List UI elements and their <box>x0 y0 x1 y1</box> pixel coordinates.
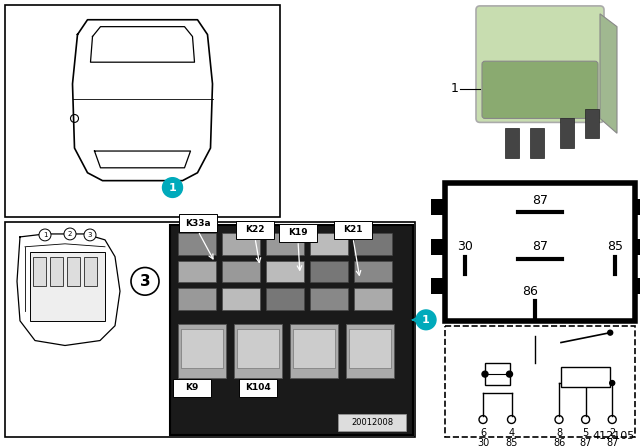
Bar <box>266 233 304 254</box>
Bar <box>293 329 335 368</box>
Bar <box>5 5 280 217</box>
Bar <box>222 288 260 310</box>
Bar <box>338 414 406 431</box>
Bar <box>560 118 574 148</box>
FancyBboxPatch shape <box>179 214 217 232</box>
Bar <box>290 324 338 378</box>
Bar <box>349 329 391 368</box>
Bar <box>50 257 63 286</box>
Bar <box>485 363 509 385</box>
Text: 86: 86 <box>522 284 538 298</box>
Bar <box>346 324 394 378</box>
Text: 86: 86 <box>553 438 565 448</box>
Bar <box>178 261 216 282</box>
Polygon shape <box>600 14 617 133</box>
Bar <box>431 239 445 254</box>
Bar <box>561 367 610 387</box>
FancyBboxPatch shape <box>236 221 274 239</box>
Text: 30: 30 <box>457 240 473 253</box>
Bar <box>585 108 599 138</box>
Circle shape <box>84 229 96 241</box>
Bar <box>266 261 304 282</box>
Text: 3: 3 <box>140 274 150 289</box>
Bar <box>234 324 282 378</box>
Text: 87: 87 <box>532 240 548 253</box>
Text: 87: 87 <box>532 194 548 207</box>
Bar <box>170 225 413 435</box>
Circle shape <box>39 229 51 241</box>
FancyBboxPatch shape <box>334 221 372 239</box>
Bar <box>178 288 216 310</box>
Bar <box>5 222 415 437</box>
Text: 87: 87 <box>579 438 592 448</box>
Text: 1: 1 <box>43 232 47 238</box>
Circle shape <box>610 380 614 385</box>
Bar <box>635 199 640 215</box>
Text: 3: 3 <box>88 232 92 238</box>
Bar <box>354 261 392 282</box>
Circle shape <box>608 330 612 335</box>
Text: K9: K9 <box>186 383 198 392</box>
Text: 1: 1 <box>422 315 430 325</box>
Text: K33a: K33a <box>185 219 211 228</box>
Circle shape <box>482 371 488 377</box>
Text: 1: 1 <box>168 182 177 193</box>
Bar <box>84 257 97 286</box>
Text: 412105: 412105 <box>593 431 635 441</box>
Bar <box>67 257 80 286</box>
Text: 30: 30 <box>477 438 489 448</box>
Bar <box>445 183 635 321</box>
Bar <box>178 324 226 378</box>
Bar <box>181 329 223 368</box>
Circle shape <box>163 178 182 198</box>
Bar <box>266 288 304 310</box>
Text: 2: 2 <box>68 231 72 237</box>
Text: K19: K19 <box>288 228 308 237</box>
Bar <box>222 233 260 254</box>
Bar <box>431 199 445 215</box>
Bar <box>30 252 105 321</box>
Text: 85: 85 <box>607 240 623 253</box>
FancyBboxPatch shape <box>239 379 277 397</box>
Text: 5: 5 <box>582 428 589 438</box>
Circle shape <box>416 310 436 330</box>
FancyBboxPatch shape <box>482 61 598 118</box>
FancyBboxPatch shape <box>173 379 211 397</box>
Text: 1: 1 <box>451 82 459 95</box>
Text: 4: 4 <box>508 428 515 438</box>
Circle shape <box>131 267 159 295</box>
Bar <box>33 257 46 286</box>
Bar <box>222 261 260 282</box>
Bar <box>445 326 635 437</box>
FancyBboxPatch shape <box>279 224 317 242</box>
Bar <box>431 278 445 294</box>
Text: 20012008: 20012008 <box>351 418 393 427</box>
Text: 6: 6 <box>480 428 486 438</box>
Bar <box>635 239 640 254</box>
Text: K21: K21 <box>343 225 363 234</box>
Circle shape <box>64 228 76 240</box>
Bar <box>310 288 348 310</box>
Text: 87: 87 <box>606 438 618 448</box>
Bar <box>530 128 544 158</box>
FancyBboxPatch shape <box>476 6 604 122</box>
Bar <box>237 329 279 368</box>
Text: 8: 8 <box>556 428 562 438</box>
Bar <box>505 128 519 158</box>
Bar <box>310 261 348 282</box>
Bar <box>635 278 640 294</box>
Bar <box>310 233 348 254</box>
Text: K22: K22 <box>245 225 265 234</box>
Text: 2: 2 <box>609 428 615 438</box>
Text: 85: 85 <box>506 438 518 448</box>
Text: K104: K104 <box>245 383 271 392</box>
Bar <box>354 233 392 254</box>
Bar <box>178 233 216 254</box>
Bar <box>354 288 392 310</box>
Circle shape <box>506 371 513 377</box>
